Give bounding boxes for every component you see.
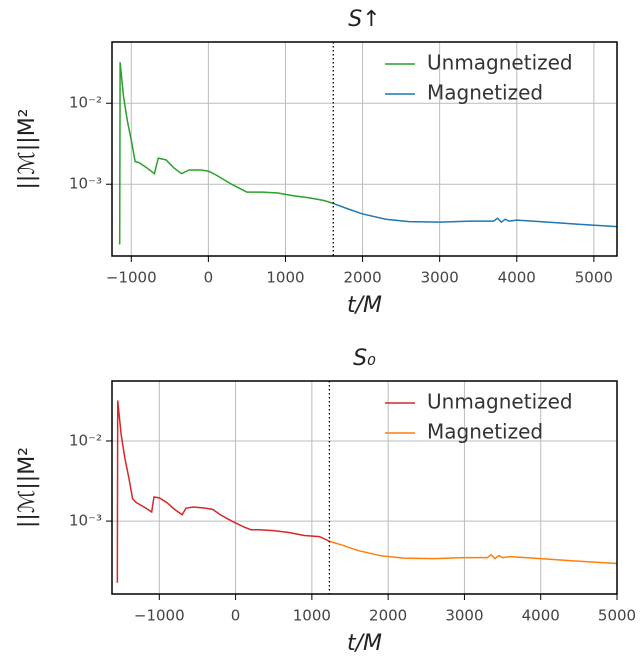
x-tick-label: 0 [204, 269, 214, 287]
x-tick-label: 1000 [266, 269, 304, 287]
legend-label: Magnetized [427, 81, 543, 105]
data-line [116, 400, 330, 583]
data-line [329, 540, 618, 565]
x-tick-label: 3000 [445, 607, 483, 625]
x-tick-label: −1000 [134, 607, 185, 625]
data-line [333, 202, 618, 228]
y-tick-label: 10⁻² [69, 431, 102, 449]
legend-label: Unmagnetized [427, 390, 573, 414]
x-tick-label: 0 [231, 607, 241, 625]
x-tick-label: 2000 [343, 269, 381, 287]
chart-title: S₀ [353, 346, 376, 371]
y-axis-label: ||ℳ||M² [15, 447, 40, 528]
chart-title: S↑ [348, 7, 380, 32]
axes-frame [111, 380, 618, 595]
panel: S₀ t/M ||ℳ||M² −1000 0 1000 2000 3000 4000 5000 10… [15, 346, 636, 656]
x-tick-label: −1000 [106, 269, 157, 287]
x-tick-label: 1000 [293, 607, 331, 625]
x-tick-label: 5000 [598, 607, 636, 625]
axes-frame [111, 41, 618, 257]
x-tick-label: 3000 [421, 269, 459, 287]
y-tick-label: 10⁻³ [69, 512, 102, 530]
panel: S↑ t/M ||ℳ||M² −1000 0 1000 2000 3000 4000 5000 10… [15, 7, 618, 318]
x-tick-label: 4000 [522, 607, 560, 625]
x-tick-label: 5000 [575, 269, 613, 287]
data-line [118, 62, 334, 245]
y-tick-label: 10⁻³ [69, 175, 102, 193]
legend-label: Magnetized [427, 420, 543, 444]
x-axis-label: t/M [347, 293, 382, 318]
x-axis-label: t/M [347, 631, 382, 656]
legend-label: Unmagnetized [427, 51, 573, 75]
y-tick-label: 10⁻² [69, 94, 102, 112]
x-tick-label: 2000 [369, 607, 407, 625]
y-axis-label: ||ℳ||M² [15, 109, 40, 190]
x-tick-label: 4000 [498, 269, 536, 287]
